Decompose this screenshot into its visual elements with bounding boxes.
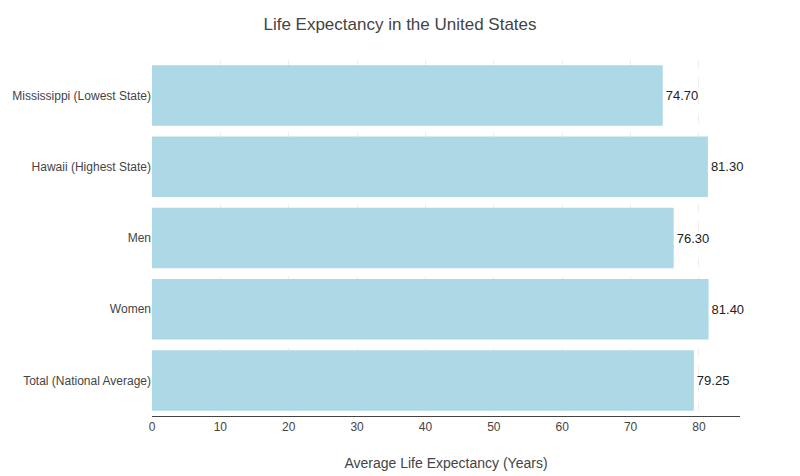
svg-text:76.30: 76.30 (677, 231, 710, 246)
svg-text:20: 20 (282, 420, 296, 434)
svg-text:Women: Women (110, 302, 151, 316)
svg-text:79.25: 79.25 (697, 373, 730, 388)
svg-text:70: 70 (624, 420, 638, 434)
svg-text:40: 40 (419, 420, 433, 434)
svg-text:30: 30 (350, 420, 364, 434)
svg-text:Men: Men (128, 231, 151, 245)
svg-text:0: 0 (149, 420, 156, 434)
svg-text:10: 10 (214, 420, 228, 434)
svg-text:81.30: 81.30 (711, 159, 744, 174)
svg-text:Mississippi (Lowest State): Mississippi (Lowest State) (12, 89, 151, 103)
svg-text:50: 50 (487, 420, 501, 434)
svg-text:Average Life Expectancy (Years: Average Life Expectancy (Years) (344, 455, 547, 471)
svg-text:74.70: 74.70 (666, 88, 699, 103)
svg-text:60: 60 (556, 420, 570, 434)
svg-text:81.40: 81.40 (712, 302, 745, 317)
svg-text:80: 80 (692, 420, 706, 434)
svg-text:Hawaii (Highest State): Hawaii (Highest State) (32, 160, 151, 174)
svg-text:Life Expectancy in the United: Life Expectancy in the United States (263, 15, 536, 34)
svg-text:Total (National Average): Total (National Average) (23, 374, 151, 388)
